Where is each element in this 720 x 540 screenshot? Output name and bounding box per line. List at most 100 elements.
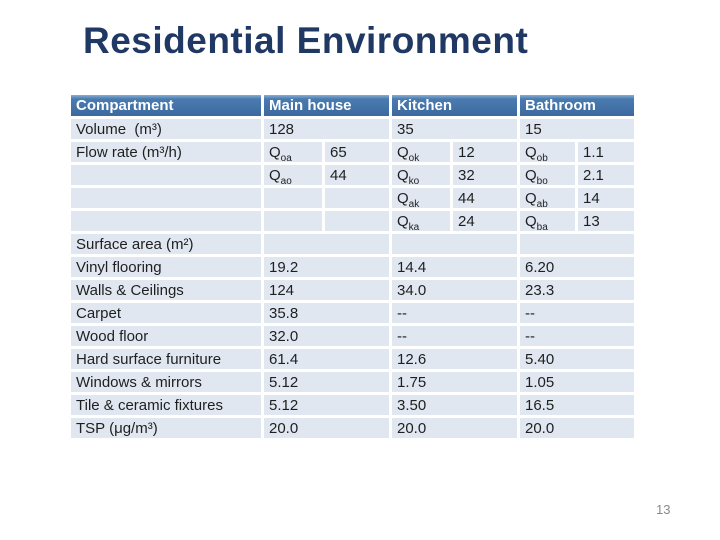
area-value-main-house: 20.0	[264, 418, 389, 438]
cell-flow-label: Flow rate (m³/h)	[71, 142, 261, 162]
cell-q-symbol: Qba	[520, 211, 575, 231]
cell-volume-bathroom: 15	[520, 119, 634, 139]
q-letter: Q	[525, 212, 537, 230]
area-value-bathroom: 16.5	[520, 395, 634, 415]
cell-volume-main-house: 128	[264, 119, 389, 139]
cell-empty	[71, 211, 261, 231]
area-row-label: Hard surface furniture	[71, 349, 261, 369]
q-letter: Q	[525, 143, 537, 161]
q-subscript: bo	[536, 175, 548, 185]
area-value-main-house: 124	[264, 280, 389, 300]
area-row-label: Walls & Ceilings	[71, 280, 261, 300]
area-value-main-house: 61.4	[264, 349, 389, 369]
cell-q-value: 12	[453, 142, 517, 162]
area-value-main-house: 5.12	[264, 395, 389, 415]
area-value-bathroom: 6.20	[520, 257, 634, 277]
row-flow-2: Qao 44 Qko 32 Qbo 2.1	[71, 165, 634, 185]
area-value-kitchen: 34.0	[392, 280, 517, 300]
q-subscript: ba	[536, 221, 548, 231]
area-row-label: Tile & ceramic fixtures	[71, 395, 261, 415]
cell-empty	[71, 165, 261, 185]
row-tile-ceramic-fixtures: Tile & ceramic fixtures 5.12 3.50 16.5	[71, 395, 634, 415]
row-flow-4: Qka 24 Qba 13	[71, 211, 634, 231]
q-letter: Q	[397, 166, 409, 184]
cell-q-value: 1.1	[578, 142, 634, 162]
area-value-bathroom: 5.40	[520, 349, 634, 369]
compartment-data-table: Compartment Main house Kitchen Bathroom …	[68, 92, 637, 441]
area-value-kitchen: 12.6	[392, 349, 517, 369]
area-row-label: Carpet	[71, 303, 261, 323]
cell-q-symbol: Qao	[264, 165, 322, 185]
q-letter: Q	[269, 166, 281, 184]
cell-q-symbol: Qak	[392, 188, 450, 208]
cell-q-value: 24	[453, 211, 517, 231]
cell-surface-label: Surface area (m²)	[71, 234, 261, 254]
header-compartment: Compartment	[71, 95, 261, 116]
row-tsp: TSP (μg/m³) 20.0 20.0 20.0	[71, 418, 634, 438]
q-subscript: oa	[280, 152, 292, 162]
area-row-label: Vinyl flooring	[71, 257, 261, 277]
cell-q-value: 65	[325, 142, 389, 162]
area-value-bathroom: 1.05	[520, 372, 634, 392]
cell-empty	[264, 234, 389, 254]
row-surface-area: Surface area (m²)	[71, 234, 634, 254]
q-letter: Q	[397, 189, 409, 207]
q-subscript: ka	[408, 221, 420, 231]
q-letter: Q	[525, 166, 537, 184]
cell-q-symbol: Qoa	[264, 142, 322, 162]
page-number: 13	[656, 502, 671, 517]
area-value-main-house: 35.8	[264, 303, 389, 323]
q-letter: Q	[397, 143, 409, 161]
cell-volume-label: Volume (m³)	[71, 119, 261, 139]
q-letter: Q	[269, 143, 281, 161]
area-row-label: TSP (μg/m³)	[71, 418, 261, 438]
q-subscript: ob	[536, 152, 548, 162]
area-value-kitchen: 1.75	[392, 372, 517, 392]
cell-q-symbol: Qka	[392, 211, 450, 231]
area-value-bathroom: --	[520, 326, 634, 346]
area-value-kitchen: 20.0	[392, 418, 517, 438]
q-letter: Q	[397, 212, 409, 230]
cell-empty	[325, 211, 389, 231]
header-main-house: Main house	[264, 95, 389, 116]
q-subscript: ko	[408, 175, 420, 185]
cell-q-value: 44	[325, 165, 389, 185]
cell-q-value: 32	[453, 165, 517, 185]
area-value-main-house: 32.0	[264, 326, 389, 346]
area-row-label: Windows & mirrors	[71, 372, 261, 392]
cell-empty	[392, 234, 517, 254]
row-walls-ceilings: Walls & Ceilings 124 34.0 23.3	[71, 280, 634, 300]
cell-empty	[264, 211, 322, 231]
area-value-kitchen: 14.4	[392, 257, 517, 277]
cell-empty	[520, 234, 634, 254]
cell-empty	[325, 188, 389, 208]
cell-q-symbol: Qob	[520, 142, 575, 162]
row-volume: Volume (m³) 128 35 15	[71, 119, 634, 139]
q-subscript: ao	[280, 175, 292, 185]
area-value-main-house: 19.2	[264, 257, 389, 277]
q-letter: Q	[525, 189, 537, 207]
cell-q-symbol: Qko	[392, 165, 450, 185]
cell-empty	[264, 188, 322, 208]
cell-q-value: 14	[578, 188, 634, 208]
row-carpet: Carpet 35.8 -- --	[71, 303, 634, 323]
row-windows-mirrors: Windows & mirrors 5.12 1.75 1.05	[71, 372, 634, 392]
area-value-kitchen: --	[392, 326, 517, 346]
header-bathroom: Bathroom	[520, 95, 634, 116]
row-hard-surface-furniture: Hard surface furniture 61.4 12.6 5.40	[71, 349, 634, 369]
row-flow-1: Flow rate (m³/h) Qoa 65 Qok 12 Qob 1.1	[71, 142, 634, 162]
q-subscript: ak	[408, 198, 420, 208]
area-value-kitchen: 3.50	[392, 395, 517, 415]
q-subscript: ok	[408, 152, 420, 162]
area-value-main-house: 5.12	[264, 372, 389, 392]
row-wood-floor: Wood floor 32.0 -- --	[71, 326, 634, 346]
cell-empty	[71, 188, 261, 208]
area-row-label: Wood floor	[71, 326, 261, 346]
area-value-kitchen: --	[392, 303, 517, 323]
cell-q-value: 2.1	[578, 165, 634, 185]
cell-q-symbol: Qab	[520, 188, 575, 208]
row-flow-3: Qak 44 Qab 14	[71, 188, 634, 208]
header-kitchen: Kitchen	[392, 95, 517, 116]
cell-q-symbol: Qbo	[520, 165, 575, 185]
cell-volume-kitchen: 35	[392, 119, 517, 139]
